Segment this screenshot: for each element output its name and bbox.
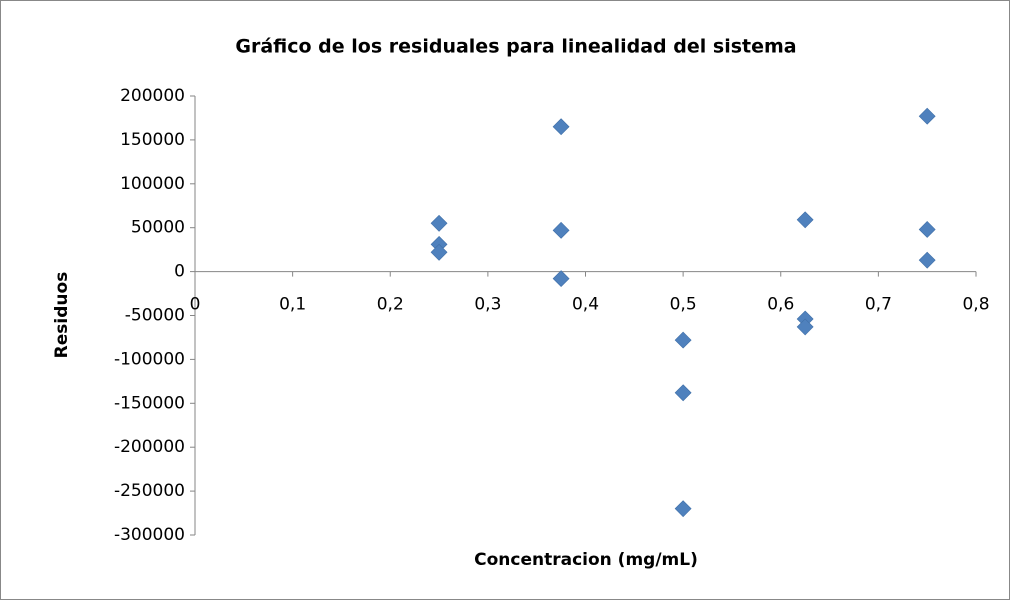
x-tick-label: 0,8 [962, 295, 989, 315]
y-tick-label: 100000 [120, 174, 185, 194]
y-tick-label: 50000 [131, 218, 185, 238]
data-point [918, 221, 936, 238]
y-tick-label: 200000 [120, 86, 185, 106]
x-axis-label: Concentracion (mg/mL) [474, 550, 698, 570]
x-tick-label: 0,6 [767, 295, 794, 315]
y-tick-label: -50000 [125, 306, 185, 326]
data-point [918, 107, 936, 125]
data-point [918, 251, 936, 269]
data-point [674, 384, 692, 402]
data-point [430, 243, 448, 261]
y-tick-label: -300000 [114, 525, 185, 545]
x-tick-label: 0,4 [572, 295, 599, 315]
data-point [796, 211, 814, 229]
data-point [552, 118, 570, 136]
data-point [430, 214, 448, 232]
data-point [674, 500, 692, 518]
y-tick-label: -250000 [114, 481, 185, 501]
x-tick-label: 0,7 [865, 295, 892, 315]
y-tick-label: -200000 [114, 437, 185, 457]
data-point [674, 331, 692, 349]
data-point [552, 221, 570, 239]
y-tick-label: -100000 [114, 349, 185, 369]
y-tick-label: 0 [174, 262, 185, 282]
chart-title: Gráfico de los residuales para linealida… [235, 36, 796, 58]
y-tick-label: 150000 [120, 130, 185, 150]
y-axis-label: Residuos [52, 272, 72, 359]
x-tick-label: 0,1 [279, 295, 306, 315]
x-tick-label: 0 [190, 295, 201, 315]
data-point [552, 270, 570, 288]
data-point [796, 318, 814, 336]
x-tick-label: 0,5 [670, 295, 697, 315]
x-tick-label: 0,2 [377, 295, 404, 315]
y-tick-label: -150000 [114, 393, 185, 413]
x-tick-label: 0,3 [474, 295, 501, 315]
